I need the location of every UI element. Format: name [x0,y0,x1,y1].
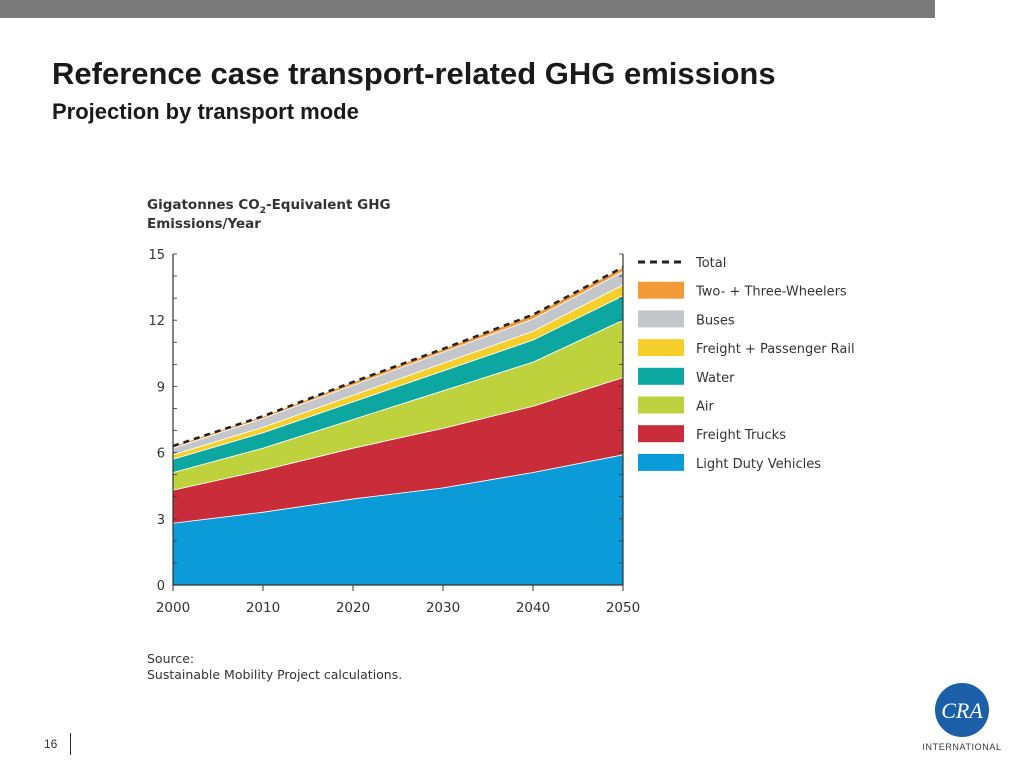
x-tick-label: 2050 [606,600,640,616]
cra-logo-icon: CRA [935,683,989,737]
cra-logo: CRA INTERNATIONAL [918,680,1006,755]
y-tick-label: 0 [157,579,165,594]
legend-label-freight-trucks: Freight Trucks [696,428,786,443]
y-tick-label: 9 [157,380,165,395]
top-bar [0,0,935,18]
x-tick-label: 2000 [156,600,190,616]
legend-swatch-two-three-wheelers [638,281,684,299]
legend-swatch-air [638,396,684,414]
legend-label-two-three-wheelers: Two- + Three-Wheelers [695,285,847,300]
legend-label-total: Total [695,256,726,271]
y-tick-label: 12 [148,314,165,329]
page-divider [70,733,71,755]
chart-legend: Total Two- + Three-Wheelers Buses Freight +… [638,256,855,472]
x-tick-label: 2010 [246,600,280,616]
y-tick-label: 15 [148,248,165,263]
legend-label-freight-passenger-rail: Freight + Passenger Rail [696,342,855,357]
x-tick-label: 2020 [336,600,370,616]
legend-swatch-light-duty-vehicles [638,453,684,471]
cra-logo-mark: CRA [941,698,983,723]
legend-label-buses: Buses [696,313,735,328]
source-text: Sustainable Mobility Project calculation… [147,667,403,682]
y-tick-label: 3 [157,513,165,528]
slide-title: Reference case transport-related GHG emi… [52,56,776,91]
total-line-group [172,266,624,448]
legend-swatch-freight-trucks [638,425,684,443]
x-tick-label: 2030 [426,600,460,616]
total-line [172,266,624,448]
chart-title-line2: Emissions/Year [147,216,261,232]
legend-label-water: Water [696,371,735,386]
page-number: 16 [44,737,58,751]
logo-caption: INTERNATIONAL [922,742,1002,752]
slide-subtitle: Projection by transport mode [52,99,359,124]
legend-label-air: Air [696,400,715,415]
chart-axes: 0 3 6 9 12 15 2000 2010 2020 2030 2040 2050 [148,248,640,616]
x-tick-label: 2040 [516,600,550,616]
chart-areas [172,266,624,586]
source-label: Source: [147,651,195,666]
emissions-area-chart: Gigatonnes CO2-Equivalent GHG Emissions/… [147,197,855,616]
chart-title-line1: Gigatonnes CO2-Equivalent GHG [147,197,391,216]
legend-swatch-buses [638,310,684,328]
legend-swatch-freight-passenger-rail [638,339,684,357]
y-tick-label: 6 [157,447,165,462]
legend-swatch-water [638,367,684,385]
legend-label-light-duty-vehicles: Light Duty Vehicles [696,457,821,472]
